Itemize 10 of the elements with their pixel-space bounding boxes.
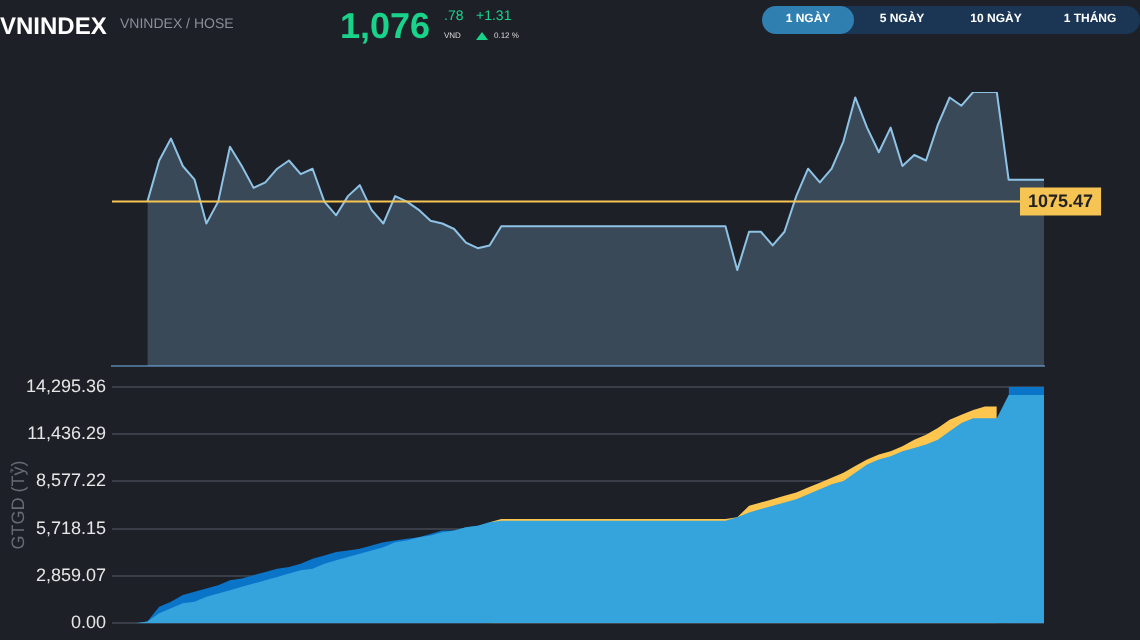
y-tick-label: 14,295.36 — [25, 375, 106, 396]
y-tick-label: 5,718.15 — [35, 517, 106, 538]
y-tick-label: 8,577.22 — [35, 470, 106, 491]
y-tick-label: 0.00 — [70, 612, 106, 633]
text: 1,076 — [340, 6, 431, 48]
text: VNINDEX — [0, 12, 107, 40]
y-tick-label: 11,436.29 — [27, 423, 106, 444]
annotation: 1075.47 — [1028, 190, 1094, 211]
y-axis-title: GTGD (Tỷ) — [7, 460, 28, 550]
y-tick-label: 2,859.07 — [35, 564, 106, 585]
